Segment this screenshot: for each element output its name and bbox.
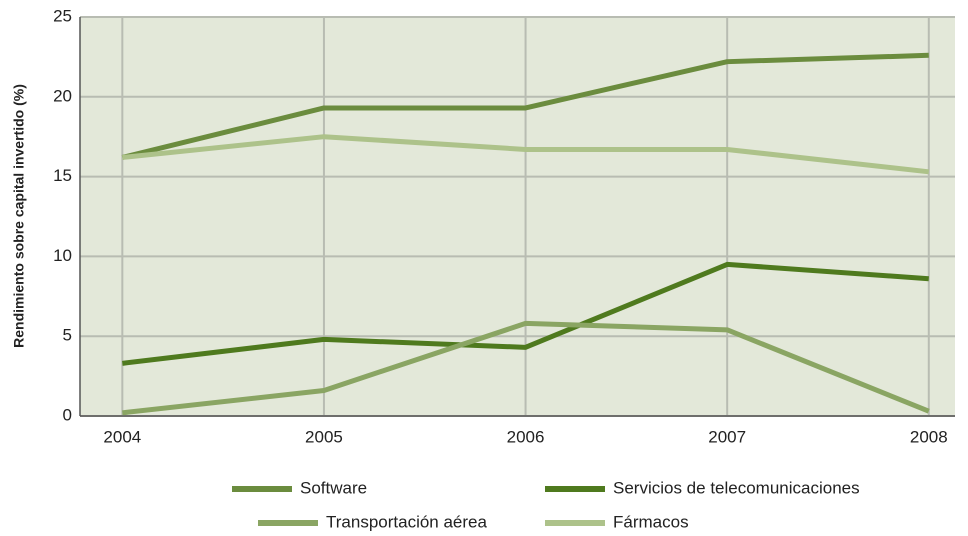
y-axis-label: Rendimiento sobre capital invertido (%) (11, 84, 27, 348)
x-tick-label: 2007 (708, 427, 746, 446)
plot-area (80, 17, 955, 416)
legend-label: Servicios de telecomunicaciones (613, 478, 860, 497)
series-line (121, 52, 929, 160)
x-tick-label: 2008 (910, 427, 948, 446)
legend-label: Transportación aérea (326, 512, 488, 531)
x-tick-label: 2006 (507, 427, 545, 446)
series-line (122, 134, 930, 175)
y-tick-label: 5 (63, 326, 72, 345)
y-tick-label: 15 (53, 166, 72, 185)
y-tick-label: 0 (63, 405, 72, 424)
x-tick-label: 2005 (305, 427, 343, 446)
series-line (122, 261, 929, 366)
y-tick-label: 10 (53, 246, 72, 265)
legend-label: Software (300, 478, 367, 497)
x-tick-label: 2004 (103, 427, 141, 446)
y-tick-label: 25 (53, 6, 72, 25)
legend-label: Fármacos (613, 512, 689, 531)
series-line (122, 320, 930, 416)
y-tick-label: 20 (53, 86, 72, 105)
